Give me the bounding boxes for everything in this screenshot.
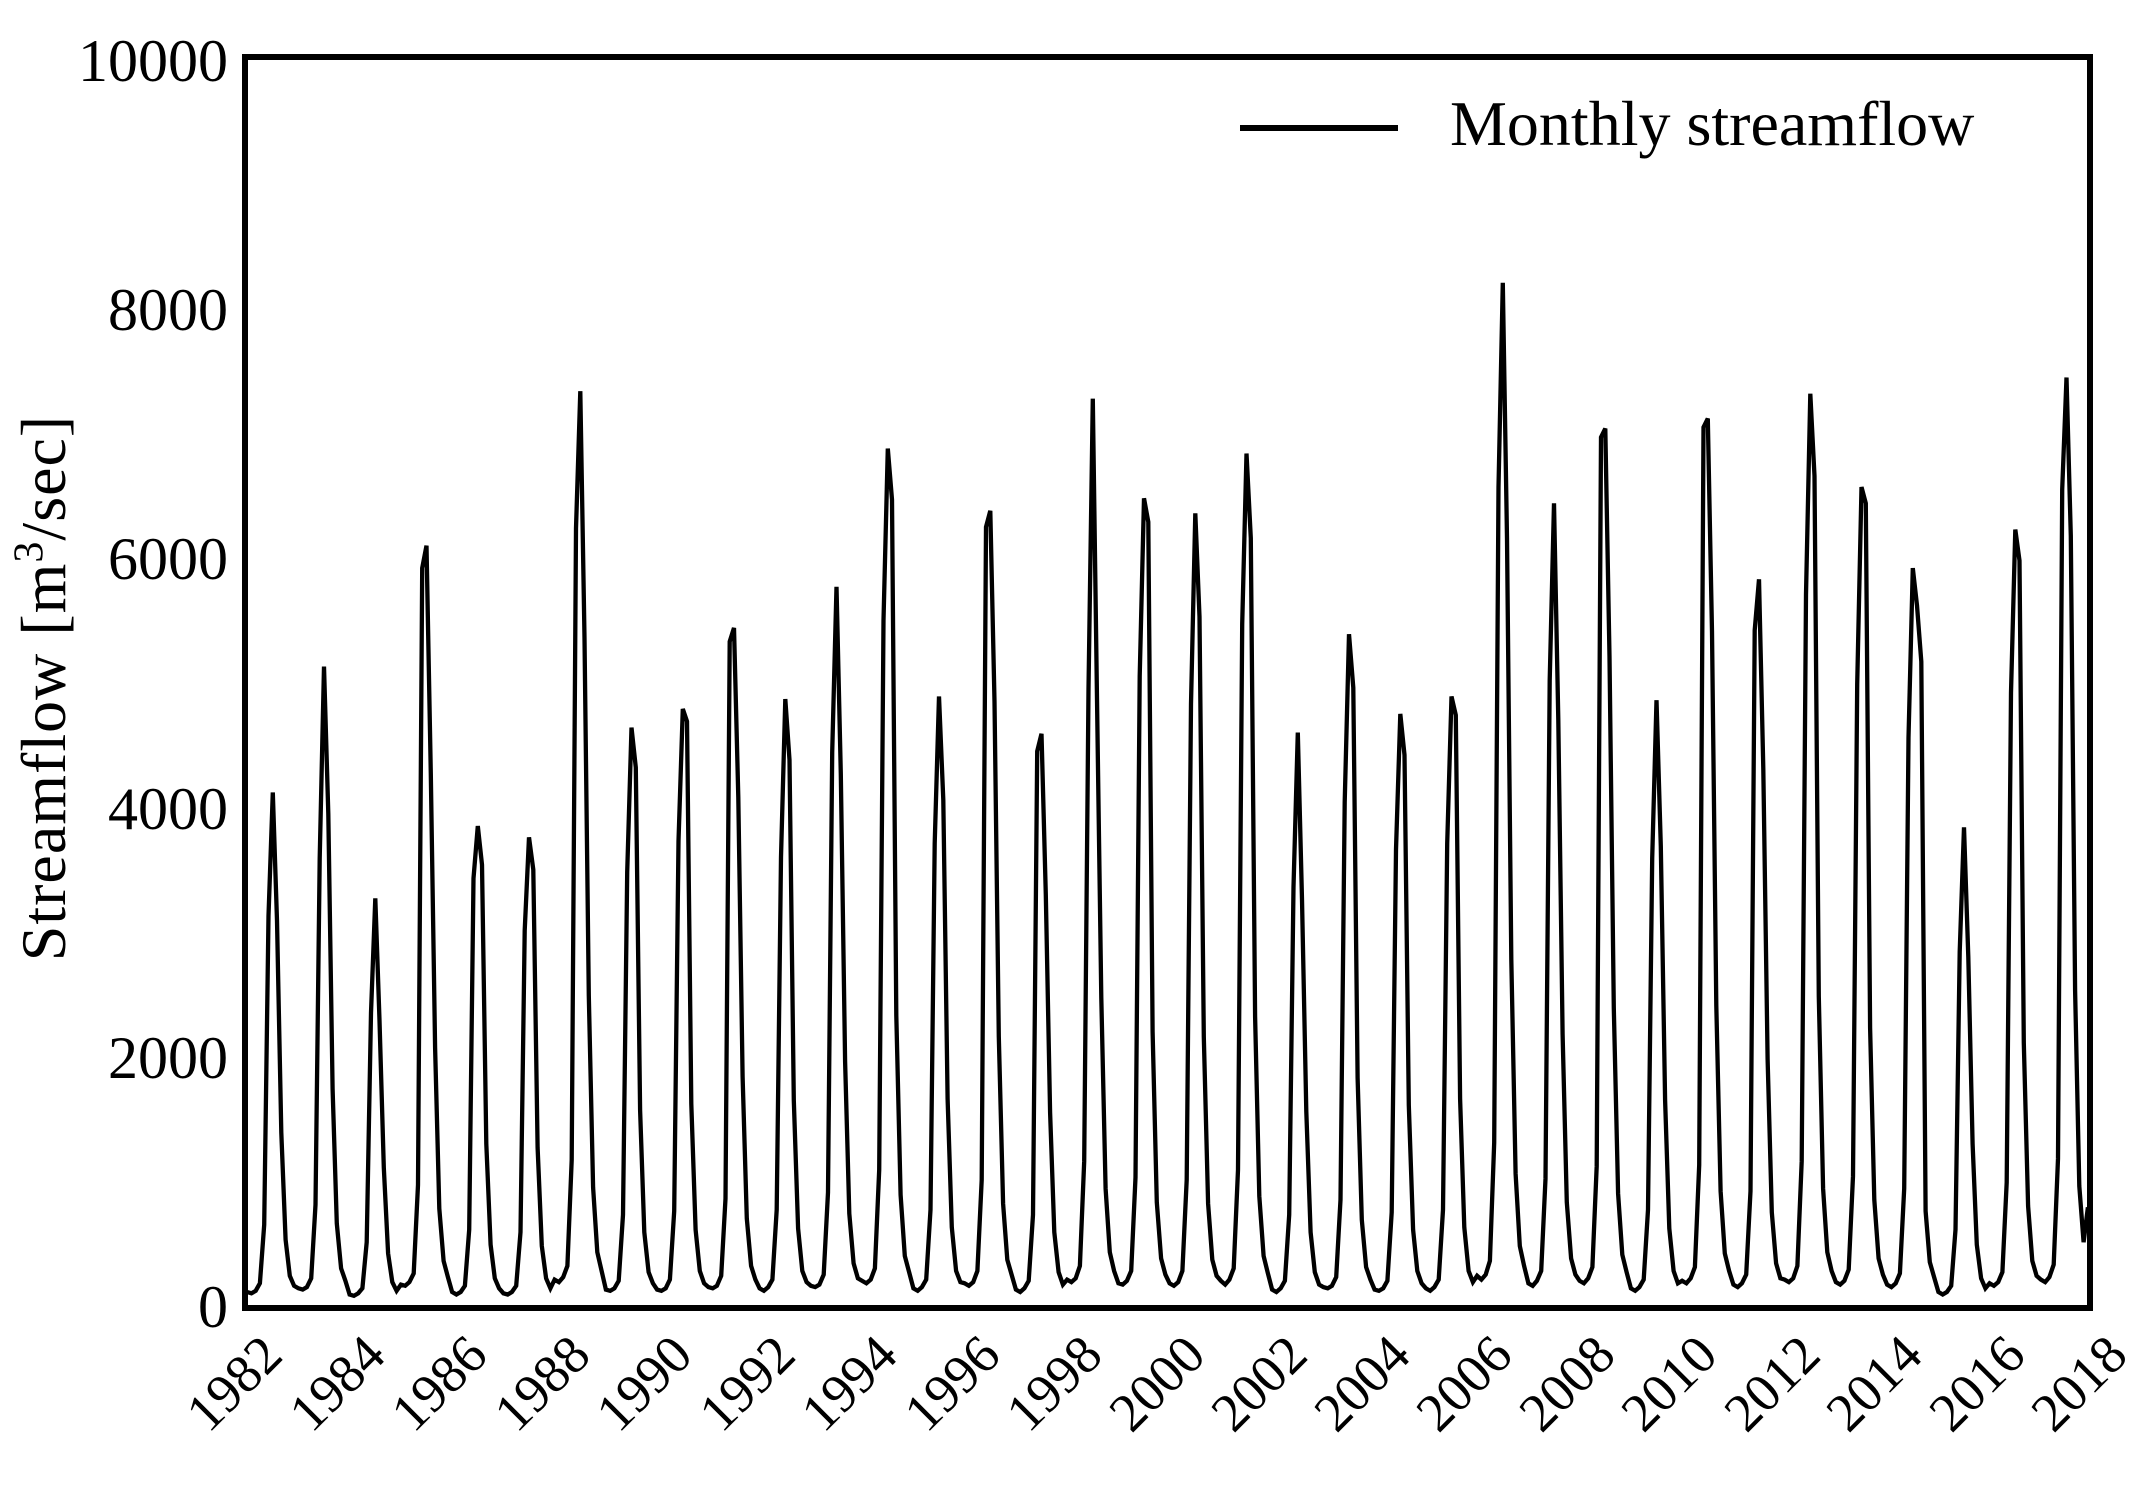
- legend: Monthly streamflow: [1240, 92, 1974, 156]
- streamflow-line: [246, 282, 2091, 1299]
- plot-border: [242, 54, 2093, 1311]
- y-axis-title-prefix: Streamflow [m: [8, 562, 79, 962]
- y-tick-label-2000: 2000: [108, 1024, 228, 1091]
- y-tick-label-6000: 6000: [108, 526, 228, 593]
- y-tick-label-4000: 4000: [108, 775, 228, 842]
- y-axis-title-sup: 3: [6, 540, 53, 563]
- y-tick-label-0: 0: [198, 1274, 228, 1340]
- y-tick-label-8000: 8000: [108, 277, 228, 344]
- legend-label: Monthly streamflow: [1450, 88, 1975, 159]
- y-axis-title-suffix: /sec]: [8, 414, 79, 541]
- legend-line-sample: [1240, 125, 1398, 131]
- y-axis-title: Streamflow [m3/sec]: [7, 415, 81, 962]
- y-tick-label-10000: 10000: [78, 28, 228, 94]
